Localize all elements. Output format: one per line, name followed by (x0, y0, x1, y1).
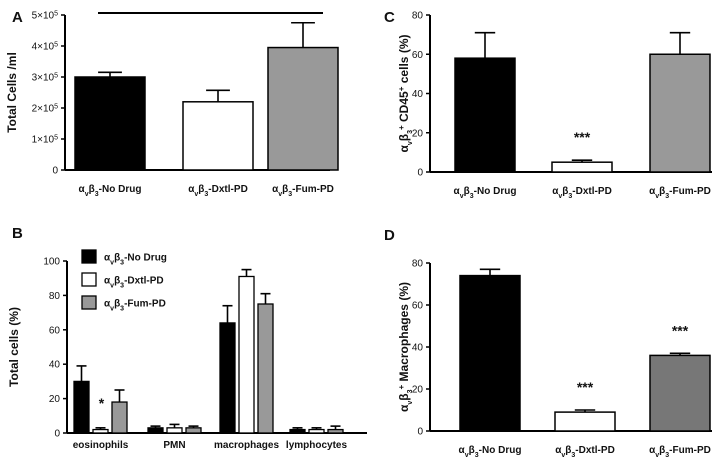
bar-PMN-1 (147, 427, 164, 434)
bar-1 (454, 57, 516, 173)
y-tick-label: 20 (412, 385, 424, 396)
y-tick-label: 20 (49, 394, 61, 405)
bar-eosinophils-3 (111, 401, 128, 434)
panel-a: A Total Cells /ml 0 1×105 2×105 3×105 4×105 5×1… (5, 9, 339, 198)
bar-3 (649, 354, 711, 432)
y-tick-label: 40 (412, 89, 424, 100)
significance-marker: *** (577, 379, 594, 395)
y-tick-label: 0 (54, 429, 60, 440)
bar-2 (554, 411, 616, 432)
bar-3 (267, 46, 339, 171)
bar-2 (551, 161, 613, 173)
legend-swatch (81, 272, 97, 287)
x-category-label: αvβ3-Dxtl-PD (555, 445, 615, 459)
x-category-label: αvβ3-Fum-PD (649, 186, 711, 200)
x-category-label: αvβ3-Fum-PD (272, 184, 334, 198)
y-tick-label: 5×105 (32, 10, 59, 22)
y-tick-label: 80 (412, 11, 424, 22)
x-category-label: αvβ3-No Drug (454, 186, 517, 200)
legend-swatch (81, 295, 97, 310)
y-tick-label: 0 (52, 166, 58, 177)
significance-marker: *** (672, 322, 689, 338)
bar-lymphocytes-2 (308, 428, 325, 434)
bar-3 (649, 53, 711, 173)
bar-lymphocytes-3 (327, 428, 344, 434)
y-tick-label: 60 (49, 325, 61, 336)
bar-macrophages-2 (238, 275, 255, 434)
legend-label: αvβ3-Dxtl-PD (104, 276, 164, 290)
legend-label: αvβ3-No Drug (104, 253, 167, 267)
y-tick-label: 40 (49, 360, 61, 371)
y-axis-label: αvβ3+ CD45+ cells (%) (397, 34, 414, 152)
legend-swatch (81, 249, 97, 264)
bar-eosinophils-1 (73, 380, 90, 434)
y-tick-label: 0 (417, 168, 423, 179)
y-axis-label: αvβ3+ Macrophages (%) (397, 282, 414, 412)
x-category-label: αvβ3-No Drug (459, 445, 522, 459)
y-tick-label: 100 (43, 257, 60, 268)
y-tick-label: 20 (412, 128, 424, 139)
x-category-label: αvβ3-No Drug (79, 184, 142, 198)
y-tick-label: 0 (417, 427, 423, 438)
y-tick-label: 2×105 (32, 103, 59, 115)
y-tick-label: 3×105 (32, 72, 59, 84)
y-axis-label: Total cells (%) (7, 307, 21, 387)
y-tick-label: 4×105 (32, 41, 59, 53)
bar-1 (74, 76, 146, 171)
bar-PMN-3 (185, 427, 202, 434)
x-category-label: αvβ3-Dxtl-PD (552, 186, 612, 200)
y-tick-label: 60 (412, 301, 424, 312)
bar-PMN-2 (166, 427, 183, 434)
x-category-label: lymphocytes (286, 440, 348, 451)
significance-marker: * (99, 395, 105, 411)
bar-2 (182, 101, 254, 171)
panel-letter: D (384, 227, 395, 244)
x-category-label: αvβ3-Fum-PD (649, 445, 711, 459)
y-tick-label: 60 (412, 50, 424, 61)
x-category-label: αvβ3-Dxtl-PD (188, 184, 248, 198)
significance-marker: *** (574, 129, 591, 145)
y-tick-label: 40 (412, 343, 424, 354)
y-tick-label: 80 (412, 259, 424, 270)
x-category-label: macrophages (214, 440, 279, 451)
y-tick-label: 80 (49, 291, 61, 302)
y-axis-label: Total Cells /ml (5, 52, 19, 133)
legend-label: αvβ3-Fum-PD (104, 299, 166, 313)
bar-macrophages-3 (257, 303, 274, 434)
bar-eosinophils-2 (92, 428, 109, 434)
bar-lymphocytes-1 (289, 428, 306, 434)
panel-letter: A (12, 9, 23, 26)
x-category-label: PMN (163, 440, 185, 451)
y-tick-label: 1×105 (32, 134, 59, 146)
panel-letter: C (384, 9, 395, 26)
panel-letter: B (12, 225, 23, 242)
bar-1 (459, 274, 521, 432)
bar-macrophages-1 (219, 322, 236, 434)
panel-b: B Total cells (%) 0 20 40 60 80 100 eosinophils P… (7, 225, 367, 451)
x-category-label: eosinophils (73, 440, 129, 451)
